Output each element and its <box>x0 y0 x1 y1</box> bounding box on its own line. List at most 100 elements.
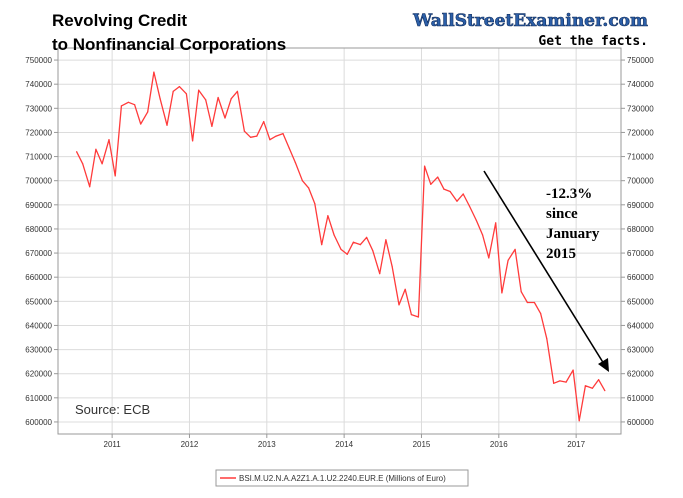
y-tick-label-right: 680000 <box>627 225 654 234</box>
data-point <box>172 90 174 92</box>
data-point <box>243 130 245 132</box>
y-axis-left: 600000 610000 620000 630000 640000 650000 6600… <box>25 56 58 427</box>
y-tick-label-left: 610000 <box>25 394 52 403</box>
data-point <box>495 222 497 224</box>
data-point <box>488 257 490 259</box>
data-point <box>372 250 374 252</box>
y-tick-label-right: 720000 <box>627 128 654 137</box>
x-tick-label: 2017 <box>567 440 585 449</box>
data-point <box>288 147 290 149</box>
data-point <box>417 316 419 318</box>
brand-logo: WallStreetExaminer.com <box>412 11 648 31</box>
data-point <box>321 244 323 246</box>
data-point <box>120 105 122 107</box>
y-tick-label-left: 750000 <box>25 56 52 65</box>
data-point <box>185 93 187 95</box>
data-point <box>114 175 116 177</box>
trend-arrow-line <box>483 170 605 365</box>
data-points <box>76 71 606 422</box>
data-point <box>192 140 194 142</box>
data-point <box>198 89 200 91</box>
x-axis: 2011 2012 2013 2014 2015 2016 2017 <box>104 434 586 449</box>
data-point <box>391 265 393 267</box>
y-tick-label-left: 630000 <box>25 346 52 355</box>
data-point <box>482 234 484 236</box>
data-point <box>178 86 180 88</box>
y-tick-label-right: 640000 <box>627 321 654 330</box>
series-line <box>76 71 606 422</box>
data-point <box>520 291 522 293</box>
data-point <box>565 381 567 383</box>
legend: BSI.M.U2.N.A.A2Z1.A.1.U2.2240.EUR.E (Mil… <box>215 469 469 487</box>
y-tick-label-left: 740000 <box>25 80 52 89</box>
data-point <box>314 203 316 205</box>
y-tick-label-right: 670000 <box>627 249 654 258</box>
legend-label: BSI.M.U2.N.A.A2Z1.A.1.U2.2240.EUR.E (Mil… <box>239 474 446 483</box>
y-tick-label-right: 740000 <box>627 80 654 89</box>
data-point <box>546 338 548 340</box>
annotation-line-1: -12.3% <box>546 186 592 202</box>
plot-frame <box>57 47 622 435</box>
data-point <box>424 165 426 167</box>
data-point <box>507 259 509 261</box>
y-tick-label-left: 680000 <box>25 225 52 234</box>
data-point <box>294 162 296 164</box>
data-point <box>526 301 529 304</box>
source-note: Source: ECB <box>75 402 150 417</box>
data-point <box>108 139 110 141</box>
y-tick-label-right: 700000 <box>627 177 654 186</box>
y-tick-label-right: 750000 <box>627 56 654 65</box>
y-tick-label-left: 620000 <box>25 370 52 379</box>
data-point <box>236 90 238 92</box>
data-point <box>327 215 329 217</box>
data-point <box>591 387 594 389</box>
y-tick-label-left: 720000 <box>25 128 52 137</box>
data-point <box>147 111 149 113</box>
data-point <box>385 239 387 241</box>
data-point <box>379 273 381 275</box>
data-point <box>443 188 445 190</box>
data-point <box>340 248 342 250</box>
y-tick-label-right: 610000 <box>627 394 654 403</box>
x-tick-label: 2013 <box>258 440 276 449</box>
annotation-line-4: 2015 <box>546 246 576 262</box>
data-point <box>578 420 580 422</box>
data-point <box>437 176 439 178</box>
data-point <box>462 193 464 195</box>
data-point <box>224 117 226 119</box>
annotation-line-2: since <box>546 206 578 222</box>
data-point <box>211 125 213 127</box>
annotation-line-3: January <box>546 226 600 242</box>
data-point <box>256 135 258 137</box>
y-tick-label-right: 660000 <box>627 273 654 282</box>
data-point <box>540 312 542 314</box>
annotation: -12.3% since January 2015 <box>546 186 600 262</box>
y-tick-label-right: 730000 <box>627 104 654 113</box>
data-point <box>275 135 277 137</box>
data-point <box>282 133 284 135</box>
y-tick-label-left: 690000 <box>25 201 52 210</box>
data-point <box>159 98 161 100</box>
trend-arrow-head <box>598 358 609 372</box>
data-point <box>553 382 555 384</box>
data-point <box>430 183 432 185</box>
y-tick-label-left: 730000 <box>25 104 52 113</box>
chart-title-line2: to Nonfinancial Corporations <box>52 35 286 54</box>
chart-title-line1: Revolving Credit <box>52 11 187 30</box>
y-tick-label-left: 640000 <box>25 321 52 330</box>
x-tick-label: 2015 <box>413 440 431 449</box>
data-point <box>398 304 400 306</box>
brand-tagline: Get the facts. <box>538 34 648 49</box>
data-point <box>82 163 84 165</box>
data-point <box>250 136 252 138</box>
data-point <box>559 380 561 382</box>
data-point <box>604 390 606 392</box>
trend-arrow <box>483 170 609 372</box>
legend-box <box>215 469 469 487</box>
x-tick-label: 2016 <box>490 440 508 449</box>
data-point <box>95 148 97 150</box>
data-point <box>475 219 477 222</box>
data-point <box>598 379 600 381</box>
data-point <box>352 241 354 243</box>
